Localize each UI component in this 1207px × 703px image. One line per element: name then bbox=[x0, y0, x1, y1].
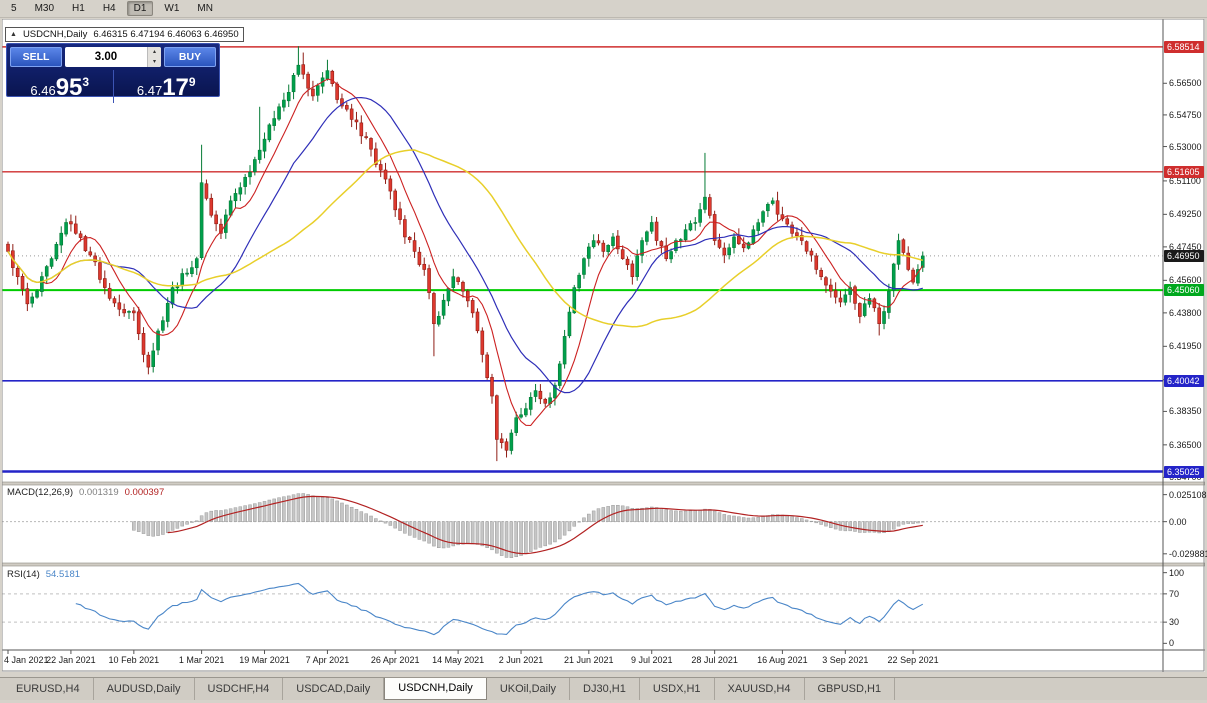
ma-fast-line bbox=[7, 78, 924, 427]
chart-tab-usdx-h1[interactable]: USDX,H1 bbox=[640, 678, 715, 700]
price-axis-tick: 6.56500 bbox=[1169, 78, 1202, 89]
price-badge: 6.45060 bbox=[1164, 284, 1204, 297]
timeframe-button-h1[interactable]: H1 bbox=[72, 3, 85, 14]
buy-price-small: 6.47 bbox=[136, 83, 163, 98]
date-axis-label: 26 Apr 2021 bbox=[370, 655, 420, 665]
timeframe-button-h4[interactable]: H4 bbox=[102, 3, 116, 14]
ma-slow-line bbox=[7, 149, 923, 328]
sell-price: 6.46953 bbox=[7, 67, 113, 106]
timeframe-button-5[interactable]: 5 bbox=[11, 3, 17, 14]
price-divider bbox=[112, 70, 114, 103]
rsi-axis-tick: 100 bbox=[1169, 567, 1185, 578]
date-axis-label: 21 Jun 2021 bbox=[564, 655, 614, 665]
chart-tab-ukoil-daily[interactable]: UKOil,Daily bbox=[487, 678, 571, 700]
rsi-name: RSI(14) bbox=[7, 569, 40, 580]
date-axis-label: 10 Feb 2021 bbox=[108, 655, 160, 665]
rsi-axis-tick: 0 bbox=[1169, 638, 1175, 649]
chart-tab-eurusd-h4[interactable]: EURUSD,H4 bbox=[3, 678, 94, 700]
macd-axis-tick: 0.00 bbox=[1169, 516, 1187, 527]
buy-price-big: 17 bbox=[162, 74, 189, 101]
date-axis-label: 28 Jul 2021 bbox=[691, 655, 738, 665]
date-axis-label: 9 Jul 2021 bbox=[630, 655, 673, 665]
macd-main-value: 0.001319 bbox=[79, 487, 119, 498]
chart-window: ▲ USDCNH,Daily 6.46315 6.47194 6.46063 6… bbox=[2, 19, 1207, 672]
date-axis-label: 4 Jan 2021 bbox=[4, 655, 49, 665]
date-axis-label: 16 Aug 2021 bbox=[757, 655, 808, 665]
sell-price-small: 6.46 bbox=[30, 83, 56, 98]
buy-button[interactable]: BUY bbox=[164, 47, 216, 67]
volume-stepper[interactable]: 3.00 ▴ ▾ bbox=[65, 47, 161, 67]
date-axis-label: 3 Sep 2021 bbox=[822, 655, 869, 665]
date-axis-label: 7 Apr 2021 bbox=[305, 655, 350, 665]
chart-tab-xauusd-h4[interactable]: XAUUSD,H4 bbox=[715, 678, 805, 700]
price-axis-tick: 6.41950 bbox=[1169, 341, 1202, 352]
date-axis-label: 14 May 2021 bbox=[432, 655, 485, 665]
chart-tab-dj30-h1[interactable]: DJ30,H1 bbox=[570, 678, 640, 700]
rsi-axis-tick: 70 bbox=[1169, 588, 1180, 599]
chart-tab-bar: EURUSD,H4 AUDUSD,Daily USDCHF,H4 USDCAD,Dai… bbox=[0, 677, 1207, 700]
chart-tab-usdcad-daily[interactable]: USDCAD,Daily bbox=[283, 678, 385, 700]
volume-arrows: ▴ ▾ bbox=[147, 47, 161, 67]
price-axis-tick: 6.53000 bbox=[1169, 141, 1202, 152]
price-badge: 6.40042 bbox=[1164, 374, 1204, 387]
chart-plot-area[interactable] bbox=[2, 19, 1205, 672]
rsi-indicator-label: RSI(14) 54.5181 bbox=[7, 569, 80, 580]
rsi-value: 54.5181 bbox=[45, 569, 81, 580]
timeframe-button-m30[interactable]: M30 bbox=[34, 3, 55, 14]
price-badge: 6.51605 bbox=[1164, 165, 1204, 178]
panel-separator[interactable] bbox=[2, 562, 1205, 567]
price-badge: 6.58514 bbox=[1164, 40, 1204, 53]
price-axis-tick: 6.43800 bbox=[1169, 307, 1202, 318]
chart-ohlc-values: 6.46315 6.47194 6.46063 6.46950 bbox=[93, 29, 239, 40]
date-axis-label: 22 Jan 2021 bbox=[46, 655, 96, 665]
macd-axis-tick: -0.029881 bbox=[1169, 548, 1207, 559]
price-axis-tick: 6.38350 bbox=[1169, 406, 1202, 417]
date-axis-label: 19 Mar 2021 bbox=[239, 655, 290, 665]
volume-up-button[interactable]: ▴ bbox=[148, 47, 161, 57]
rsi-axis-tick: 30 bbox=[1169, 617, 1180, 628]
sell-price-big: 95 bbox=[55, 74, 83, 101]
price-badge: 6.35025 bbox=[1164, 465, 1204, 478]
price-axis-tick: 6.49250 bbox=[1169, 209, 1202, 220]
sell-button[interactable]: SELL bbox=[10, 47, 62, 67]
chart-tab-usdchf-h4[interactable]: USDCHF,H4 bbox=[195, 678, 284, 700]
rsi-line bbox=[75, 582, 924, 636]
ma-mid-line bbox=[7, 96, 923, 394]
date-axis-label: 2 Jun 2021 bbox=[498, 655, 544, 665]
price-axis-tick: 6.51100 bbox=[1169, 175, 1201, 186]
buy-price: 6.47179 bbox=[114, 67, 220, 106]
price-axis-tick: 6.47450 bbox=[1169, 241, 1202, 252]
date-axis-label: 22 Sep 2021 bbox=[887, 655, 939, 665]
macd-indicator-label: MACD(12,26,9) 0.001319 0.000397 bbox=[7, 487, 164, 498]
timeframe-button-mn[interactable]: MN bbox=[197, 3, 213, 14]
timeframe-button-d1[interactable]: D1 bbox=[126, 1, 154, 16]
buy-price-sup: 9 bbox=[188, 75, 196, 89]
chart-tab-audusd-daily[interactable]: AUDUSD,Daily bbox=[94, 678, 195, 700]
timeframe-toolbar: 5 M30 H1 H4 D1 W1 MN bbox=[0, 0, 1207, 18]
macd-axis-tick: 0.025108 bbox=[1169, 489, 1207, 500]
chart-symbol-period: USDCNH,Daily bbox=[22, 29, 88, 40]
collapse-panel-icon[interactable]: ▲ bbox=[10, 31, 17, 38]
price-axis-tick: 6.54750 bbox=[1169, 109, 1202, 120]
volume-value[interactable]: 3.00 bbox=[94, 51, 118, 63]
price-axis-tick: 6.45600 bbox=[1169, 275, 1202, 286]
date-axis-label: 1 Mar 2021 bbox=[178, 655, 225, 665]
one-click-trading-panel: SELL 3.00 ▴ ▾ BUY 6.46953 6.47179 bbox=[6, 43, 220, 103]
timeframe-button-w1[interactable]: W1 bbox=[164, 3, 180, 14]
chart-tab-gbpusd-h1[interactable]: GBPUSD,H1 bbox=[805, 678, 896, 700]
chart-tab-usdcnh-daily[interactable]: USDCNH,Daily bbox=[384, 678, 487, 700]
sell-price-sup: 3 bbox=[82, 75, 90, 89]
chart-title-box: ▲ USDCNH,Daily 6.46315 6.47194 6.46063 6… bbox=[5, 27, 244, 42]
macd-signal-line bbox=[167, 495, 923, 555]
panel-separator[interactable] bbox=[2, 481, 1205, 486]
volume-down-button[interactable]: ▾ bbox=[148, 57, 161, 67]
price-badge: 6.46950 bbox=[1164, 249, 1204, 262]
macd-name: MACD(12,26,9) bbox=[7, 487, 73, 498]
price-axis-tick: 6.36500 bbox=[1169, 439, 1202, 450]
macd-signal-value: 0.000397 bbox=[124, 487, 165, 498]
